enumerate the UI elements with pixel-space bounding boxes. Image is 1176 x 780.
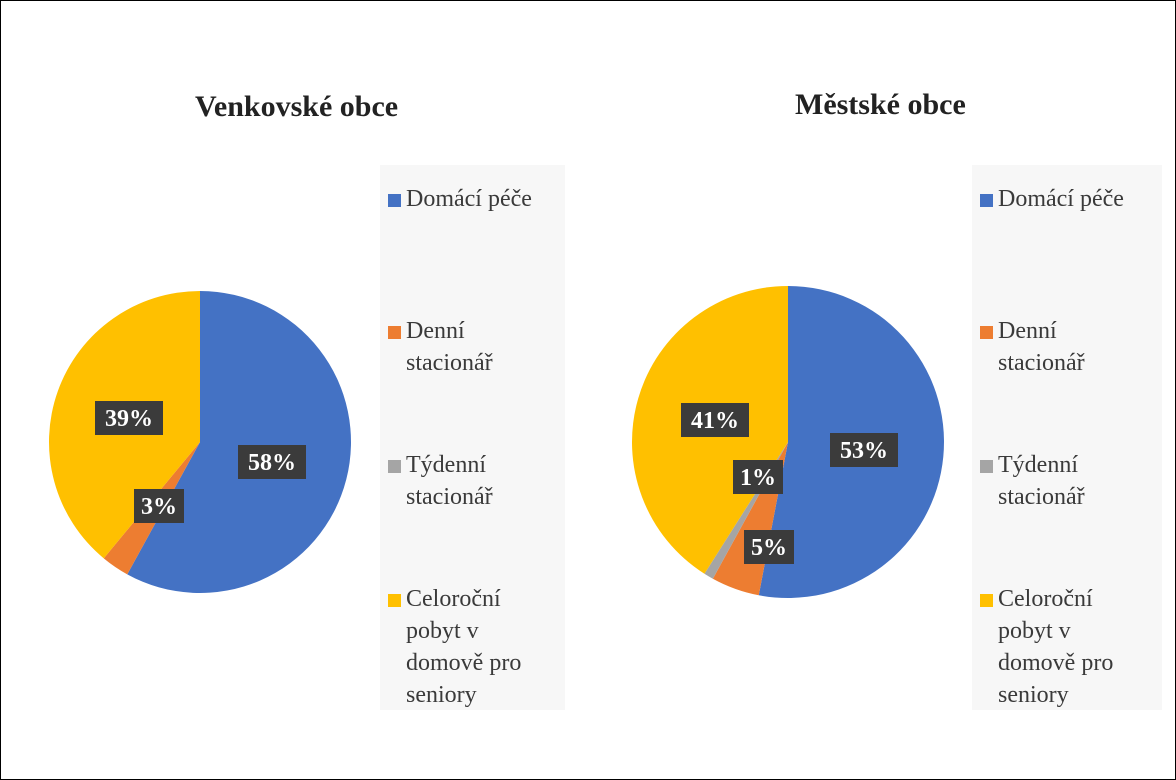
legend-item-denni-stacionar: Denní stacionář [388,315,526,379]
data-label-domaci-pece: 58% [248,450,296,476]
data-label-denni-stacionar: 5% [751,535,787,561]
data-label-box-tydenni-stacionar [733,460,783,494]
legend-swatch-orange [980,326,993,339]
legend-item-domaci-pece: Domácí péče [980,183,1173,215]
legend-rural: Domácí péče Denní stacionář Týdenní stac… [380,165,565,710]
legend-label: Denní stacionář [406,318,493,376]
legend-item-denni-stacionar: Denní stacionář [980,315,1118,379]
legend-urban: Domácí péče Denní stacionář Týdenní stac… [972,165,1162,710]
legend-swatch-blue [388,194,401,207]
legend-swatch-blue [980,194,993,207]
chart-title-urban: Městské obce [795,88,966,121]
legend-label: Celoroční pobyt v domově pro seniory [998,586,1114,708]
legend-swatch-yellow [388,594,401,607]
legend-swatch-gray [388,460,401,473]
data-label-box-denni-stacionar [744,530,794,564]
legend-label: Celoroční pobyt v domově pro seniory [406,586,522,708]
legend-swatch-gray [980,460,993,473]
legend-label: Denní stacionář [998,318,1085,376]
data-label-domaci-pece: 53% [840,438,888,464]
data-label-box-domaci-pece [238,445,306,479]
data-label-celorocni-pobyt: 39% [105,406,153,432]
legend-label: Týdenní stacionář [406,452,493,510]
data-label-box-domaci-pece [830,433,898,467]
legend-item-tydenni-stacionar: Týdenní stacionář [980,449,1118,513]
data-label-box-denni-stacionar [134,489,184,523]
data-label-box-celorocni-pobyt [95,401,163,435]
pie-rural: 58% 3% 39% [49,291,351,593]
legend-item-tydenni-stacionar: Týdenní stacionář [388,449,526,513]
pie-urban: 53% 5% 1% 41% [632,286,944,598]
data-label-box-celorocni-pobyt [681,403,749,437]
legend-swatch-orange [388,326,401,339]
data-label-tydenni-stacionar: 1% [740,465,776,491]
legend-swatch-yellow [980,594,993,607]
legend-label: Domácí péče [406,186,532,212]
legend-item-celorocni-pobyt: Celoroční pobyt v domově pro seniory [980,583,1133,711]
legend-item-domaci-pece: Domácí péče [388,183,581,215]
legend-label: Týdenní stacionář [998,452,1085,510]
chart-title-rural: Venkovské obce [195,90,399,123]
data-label-denni-stacionar: 3% [141,494,177,520]
legend-label: Domácí péče [998,186,1124,212]
data-label-celorocni-pobyt: 41% [691,408,739,434]
legend-item-celorocni-pobyt: Celoroční pobyt v domově pro seniory [388,583,541,711]
